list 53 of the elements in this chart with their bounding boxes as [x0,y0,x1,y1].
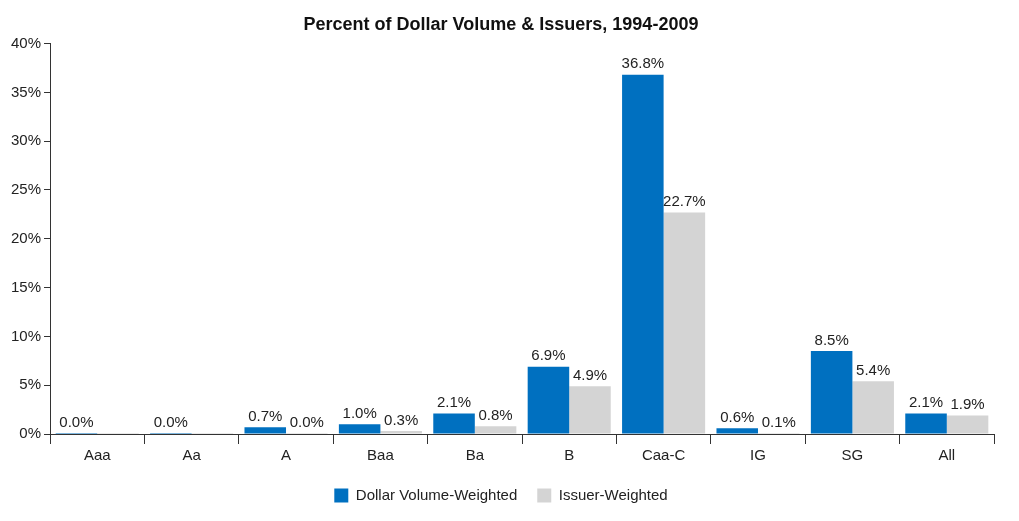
data-label: 0.1% [761,412,796,430]
legend-label: Dollar Volume-Weighted [355,485,518,503]
bar [527,366,570,434]
data-label: 2.1% [436,393,472,411]
bar [338,424,381,434]
data-label: 0.0% [59,412,94,430]
data-label: 2.1% [908,393,944,411]
y-tick-label: 30% [10,131,42,149]
y-tick-label: 35% [10,82,42,100]
data-label: 0.7% [248,406,283,424]
y-tick-label: 15% [10,277,42,295]
y-tick-label: 25% [10,180,42,198]
y-tick-label: 20% [10,228,42,246]
data-label: 0.3% [384,410,419,428]
data-label: 0.6% [720,407,755,425]
bar [474,426,517,434]
bar [433,413,475,434]
data-label: 1.0% [342,403,377,421]
y-tick-label: 0% [19,424,42,442]
bar [852,381,894,434]
bar [716,428,759,434]
chart-title: Percent of Dollar Volume & Issuers, 1994-2009 [303,13,699,34]
bar [810,351,853,434]
data-label: 4.9% [572,365,608,383]
x-tick-label: SG [841,446,864,464]
data-label: 0.0% [153,412,188,430]
bar [622,74,664,434]
bar [905,413,947,434]
bar [569,386,611,434]
x-tick-label: Aaa [83,446,112,464]
x-tick-label: All [938,446,956,464]
x-tick-label: IG [750,446,766,464]
x-tick-label: Baa [367,446,395,464]
x-tick-label: Ba [465,446,485,464]
data-label: 6.9% [531,346,566,364]
x-tick-label: Caa-C [641,446,686,464]
bar [244,427,287,434]
bar [380,431,422,434]
data-label: 0.8% [478,405,513,423]
data-label: 36.8% [621,54,665,72]
y-tick-label: 10% [10,326,42,344]
data-label: 8.5% [814,330,849,348]
data-label: 0.0% [289,412,324,430]
data-label: 1.9% [950,395,985,413]
x-tick-label: Aa [182,446,202,464]
y-tick-label: 5% [19,375,42,393]
bar [663,212,706,434]
x-tick-label: B [564,446,575,464]
x-tick-label: A [281,446,292,464]
bar [946,415,989,434]
y-tick-label: 40% [10,33,42,51]
legend-label: Issuer-Weighted [558,485,668,503]
data-label: 5.4% [856,360,891,378]
